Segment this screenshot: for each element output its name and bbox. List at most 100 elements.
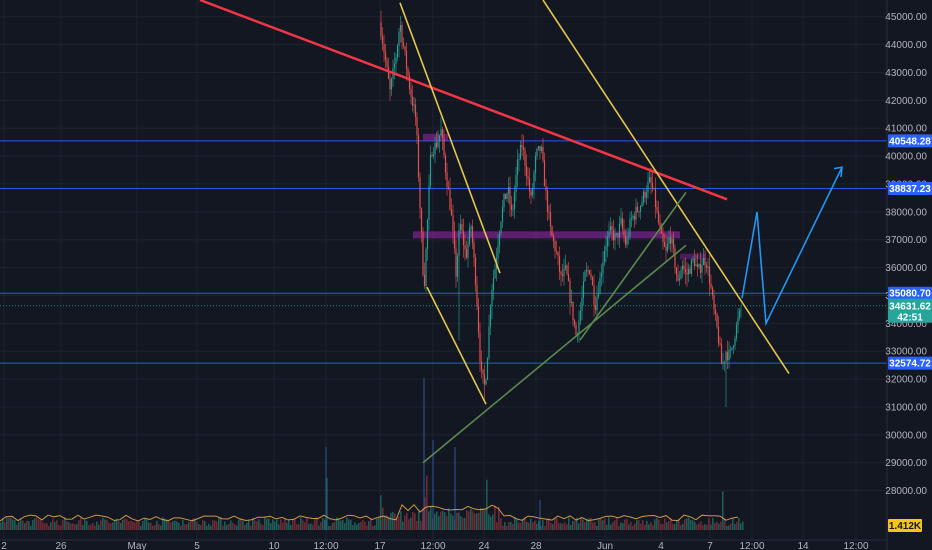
y-tick-label: 34000.00: [885, 319, 927, 330]
volume-bar: [556, 518, 558, 530]
level-badge-text: 32574.72: [889, 359, 931, 370]
candle-body: [644, 191, 646, 198]
candle-body: [669, 237, 672, 244]
volume-bar: [406, 512, 408, 530]
volume-bar: [340, 520, 342, 530]
candlesticks: [380, 10, 742, 407]
x-tick-label: 12:00: [739, 541, 764, 550]
support-trendline-2: [579, 191, 687, 341]
candle-body: [725, 352, 727, 362]
level-badge: [888, 182, 932, 196]
volume-bar: [388, 516, 390, 530]
volume-bar: [518, 522, 520, 530]
candle-body: [585, 270, 588, 272]
candle-body: [594, 305, 597, 311]
volume-bar: [492, 514, 494, 530]
volume-bar: [582, 519, 584, 530]
volume-bar: [422, 508, 424, 530]
volume-bar: [260, 523, 262, 530]
x-tick-label: May: [128, 541, 147, 550]
candle-body: [477, 306, 480, 333]
volume-bar: [426, 475, 428, 530]
candle-body: [507, 187, 510, 194]
volume-bar: [190, 520, 192, 530]
candle-body: [603, 251, 606, 263]
candle-body: [591, 277, 594, 286]
volume-bar: [330, 525, 332, 530]
candle-body: [621, 217, 624, 229]
candle-body: [426, 219, 429, 250]
volume-bar: [150, 522, 152, 530]
candle-body: [740, 309, 742, 311]
volume-bar: [220, 517, 222, 530]
volume-bar: [68, 522, 70, 530]
volume-bar: [302, 520, 304, 530]
volume-bar: [22, 520, 24, 530]
candle-body: [525, 165, 528, 177]
candle-body: [399, 24, 402, 32]
volume-bar: [234, 524, 236, 530]
volume-bar: [146, 519, 148, 530]
candle-body: [506, 193, 508, 200]
candle-body: [564, 265, 567, 269]
volume-bar: [204, 520, 206, 530]
candle-body: [509, 187, 511, 205]
volume-bar: [108, 522, 110, 530]
candle-body: [384, 52, 387, 61]
candle-body: [425, 249, 427, 287]
candle-body: [711, 287, 714, 296]
candle-body: [381, 36, 384, 44]
volume-bar: [266, 518, 268, 530]
y-tick-label: 30000.00: [885, 430, 927, 441]
volume-bar: [384, 516, 386, 530]
volume-bar: [482, 508, 484, 530]
volume-bar: [14, 520, 16, 530]
candle-body: [738, 310, 741, 318]
candle-body: [515, 174, 517, 193]
volume-bar: [658, 519, 660, 530]
candle-body: [624, 235, 627, 245]
volume-bar: [562, 523, 564, 530]
candle-body: [687, 268, 690, 275]
level-badge: [888, 356, 932, 370]
volume-bar: [216, 521, 218, 530]
candle-body: [452, 215, 454, 232]
volume-bar: [584, 522, 586, 530]
candle-body: [503, 193, 505, 208]
y-tick-label: 41000.00: [885, 124, 927, 135]
candle-body: [698, 264, 700, 267]
y-tick-label: 38000.00: [885, 207, 927, 218]
volume-bar: [188, 521, 190, 530]
candle-body: [731, 347, 733, 350]
volume-bar: [546, 519, 548, 530]
candle-body: [393, 63, 396, 68]
candle-body: [390, 78, 393, 90]
volume-bar: [92, 523, 94, 530]
volume-bar: [608, 517, 610, 530]
candle-body: [629, 219, 631, 237]
time-axis[interactable]: 2 26 May 5 10 12:00 17 12:00 24 28 Jun 4 7 12:00 14 12:…: [0, 539, 887, 550]
volume-bar: [40, 519, 42, 530]
volume-bar: [534, 520, 536, 530]
y-tick-label: 43000.00: [885, 68, 927, 79]
volume-bar: [412, 511, 414, 530]
candle-body: [662, 233, 664, 243]
candle-body: [716, 313, 718, 327]
candle-body: [645, 192, 648, 198]
volume-bar: [210, 525, 212, 530]
volume-bar: [224, 521, 226, 530]
volume-bar: [732, 518, 734, 530]
volume-bar: [476, 513, 478, 530]
y-tick-label: 31000.00: [885, 402, 927, 413]
volume-bar: [400, 511, 402, 530]
level-badge-text: 38837.23: [889, 184, 931, 195]
volume-bar: [718, 523, 720, 530]
candle-body: [713, 295, 715, 310]
candle-body: [443, 137, 445, 156]
volume-bar: [550, 523, 552, 530]
candle-body: [630, 217, 633, 220]
descending-line: [542, 0, 790, 374]
volume-bar: [710, 524, 712, 530]
volume-bar: [226, 524, 228, 530]
